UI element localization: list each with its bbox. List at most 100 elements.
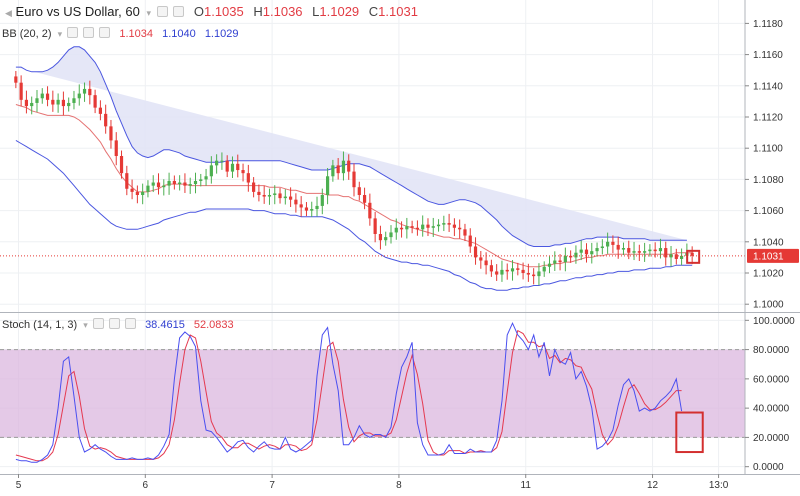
candle-body	[516, 268, 520, 270]
stoch-band	[0, 349, 745, 438]
chevron-down-icon[interactable]: ▾	[57, 29, 63, 39]
candle	[611, 235, 615, 254]
candle-body	[199, 179, 203, 181]
candle-body	[72, 98, 76, 103]
open-label: O	[193, 4, 204, 19]
candle	[35, 90, 39, 113]
candle-body	[352, 171, 356, 188]
candle-body	[125, 173, 129, 189]
candle-body	[156, 182, 161, 188]
candle	[40, 88, 44, 104]
candle-body	[521, 269, 525, 273]
candle-body	[574, 252, 578, 258]
stoch-title[interactable]: Stoch (14, 1, 3)	[2, 319, 78, 331]
chevron-down-icon[interactable]: ▾	[146, 8, 151, 18]
candle	[606, 232, 610, 254]
candle-body	[542, 266, 546, 272]
candle-body	[669, 254, 673, 258]
candle	[93, 89, 97, 114]
candle	[188, 177, 192, 194]
candle-body	[447, 223, 451, 225]
candle	[526, 263, 530, 282]
candle-body	[532, 274, 536, 277]
candle	[61, 91, 66, 116]
candle	[72, 90, 76, 110]
candle-body	[104, 113, 108, 127]
y-tick-label: 1.1140	[753, 81, 783, 92]
candle-body	[410, 226, 414, 228]
candle	[336, 158, 340, 180]
stoch-d-value: 52.0833	[193, 319, 234, 331]
candle	[77, 84, 81, 106]
candle	[505, 263, 509, 280]
candle-body	[215, 160, 219, 166]
candle	[558, 254, 562, 271]
candle	[315, 196, 319, 217]
candle-body	[98, 107, 102, 114]
candle	[125, 165, 129, 196]
candle-body	[183, 182, 187, 186]
candle-body	[331, 165, 335, 177]
candle	[442, 215, 446, 232]
bb-upper-value: 1.1040	[162, 28, 196, 40]
candle-body	[606, 241, 610, 247]
candle	[220, 152, 224, 170]
candle-body	[220, 160, 224, 162]
symbol-title[interactable]: Euro vs US Dollar, 60	[15, 4, 140, 19]
visibility-icon[interactable]	[67, 27, 79, 38]
candle	[215, 154, 219, 174]
y-tick-label: 1.1060	[753, 206, 784, 217]
low-value: 1.1029	[319, 4, 360, 19]
candle-body	[188, 184, 192, 186]
candle	[653, 242, 657, 258]
y-tick-label: 1.1020	[753, 269, 784, 280]
settings-icon[interactable]	[108, 318, 120, 329]
candle	[178, 175, 182, 191]
chevron-down-icon[interactable]: ▾	[83, 320, 88, 330]
candle-body	[426, 224, 430, 228]
candle	[452, 218, 456, 237]
candle	[24, 90, 29, 114]
candle-body	[452, 224, 456, 228]
candle-body	[500, 269, 504, 275]
visibility-icon[interactable]	[173, 6, 185, 17]
candle	[447, 213, 451, 232]
candle	[415, 220, 420, 236]
close-icon[interactable]	[99, 27, 111, 38]
candle	[547, 256, 552, 274]
candle-body	[590, 251, 594, 255]
candle	[30, 96, 34, 115]
price-label-bg	[747, 248, 799, 263]
candle-body	[204, 176, 208, 180]
candle	[341, 151, 346, 181]
caret-icon[interactable]: ◀	[5, 8, 12, 18]
bb-upper-line	[15, 46, 687, 247]
candle	[479, 251, 483, 269]
settings-icon[interactable]	[156, 6, 168, 17]
candle	[257, 184, 261, 202]
candle	[88, 80, 92, 105]
close-icon[interactable]	[125, 318, 136, 329]
candle-body	[579, 249, 583, 253]
candle	[368, 193, 372, 226]
low-label: L	[312, 4, 320, 19]
candle	[500, 260, 504, 282]
stochastic-panel	[0, 321, 745, 463]
bb-title[interactable]: BB (20, 2)	[2, 28, 52, 40]
candle	[310, 201, 314, 217]
y-tick-label: 1.1180	[753, 19, 783, 30]
candle-body	[643, 251, 647, 253]
candle-body	[230, 163, 235, 172]
candle	[489, 259, 493, 277]
candle-body	[600, 246, 604, 249]
candle-body	[252, 182, 256, 192]
candle-body	[151, 182, 155, 186]
visibility-icon[interactable]	[92, 318, 104, 329]
candle-body	[304, 207, 309, 211]
candle-body	[584, 249, 589, 255]
settings-icon[interactable]	[83, 27, 95, 38]
candle	[574, 245, 578, 264]
candle	[648, 244, 652, 257]
candle	[579, 240, 583, 261]
